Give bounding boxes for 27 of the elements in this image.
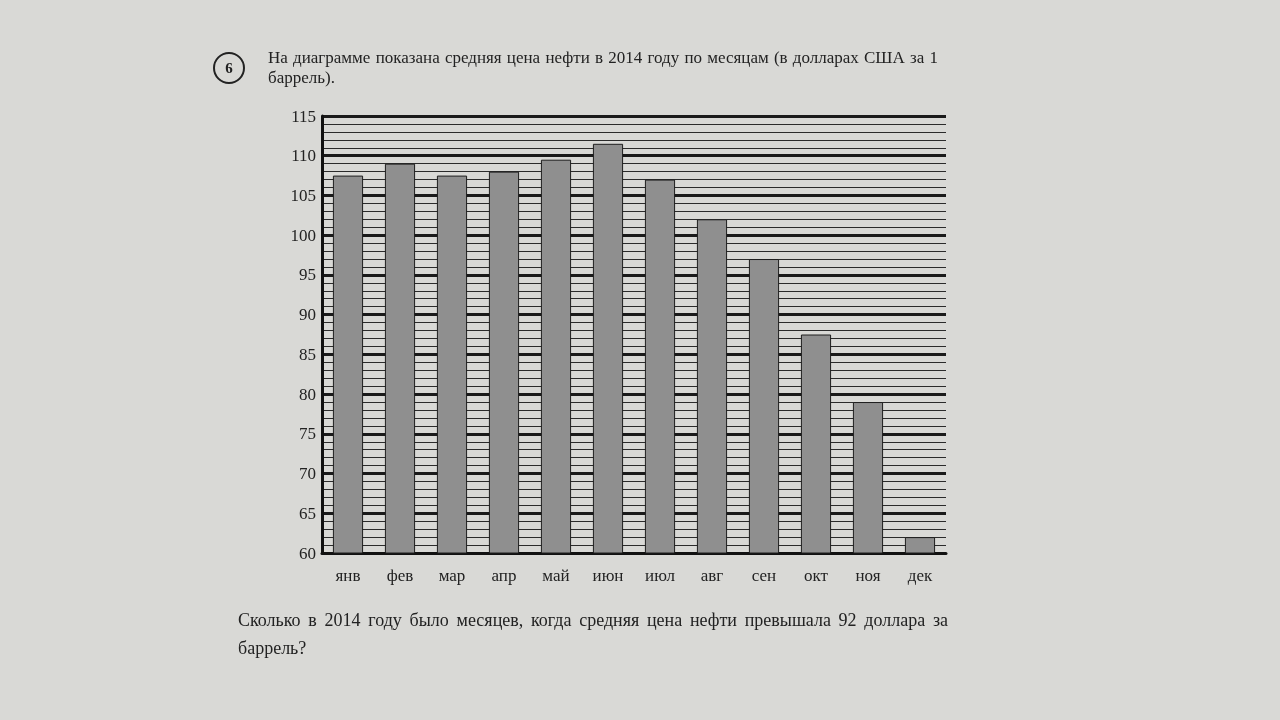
x-tick-label: мар <box>438 566 466 585</box>
x-tick-label: фев <box>386 566 414 585</box>
x-tick-label: окт <box>804 566 829 585</box>
x-tick-label: дек <box>907 566 933 585</box>
x-tick-label: сен <box>751 566 777 585</box>
y-tick-label: 105 <box>290 185 316 205</box>
x-tick-label: июн <box>592 566 624 585</box>
y-tick-label: 95 <box>299 265 316 285</box>
x-tick-label: янв <box>335 566 361 585</box>
x-tick-label: ноя <box>855 566 881 585</box>
y-tick-label: 80 <box>299 384 316 404</box>
text: 6 <box>213 52 245 84</box>
y-tick-label: 65 <box>299 503 316 523</box>
y-tick-label: 75 <box>299 424 316 444</box>
x-tick-label: авг <box>700 566 724 585</box>
chart-title: На диаграмме показана средняя цена нефти в 2014 году по месяцам (в долларах США за 1 баррель). <box>268 48 938 88</box>
y-tick-label: 90 <box>299 305 316 325</box>
y-tick-label: 85 <box>299 344 316 364</box>
x-tick-label: июл <box>645 566 676 585</box>
x-tick-label: май <box>542 566 570 585</box>
y-tick-label: 115 <box>291 106 316 126</box>
y-tick-label: 60 <box>299 543 316 563</box>
y-tick-label: 100 <box>290 225 316 245</box>
y-tick-label: 70 <box>299 464 316 484</box>
y-tick-label: 110 <box>291 146 316 166</box>
text: Сколько в 2014 году было месяцев, когда средняя цена нефти превышала 92 доллара за баррель? <box>238 609 948 660</box>
x-tick-label: апр <box>491 566 517 585</box>
